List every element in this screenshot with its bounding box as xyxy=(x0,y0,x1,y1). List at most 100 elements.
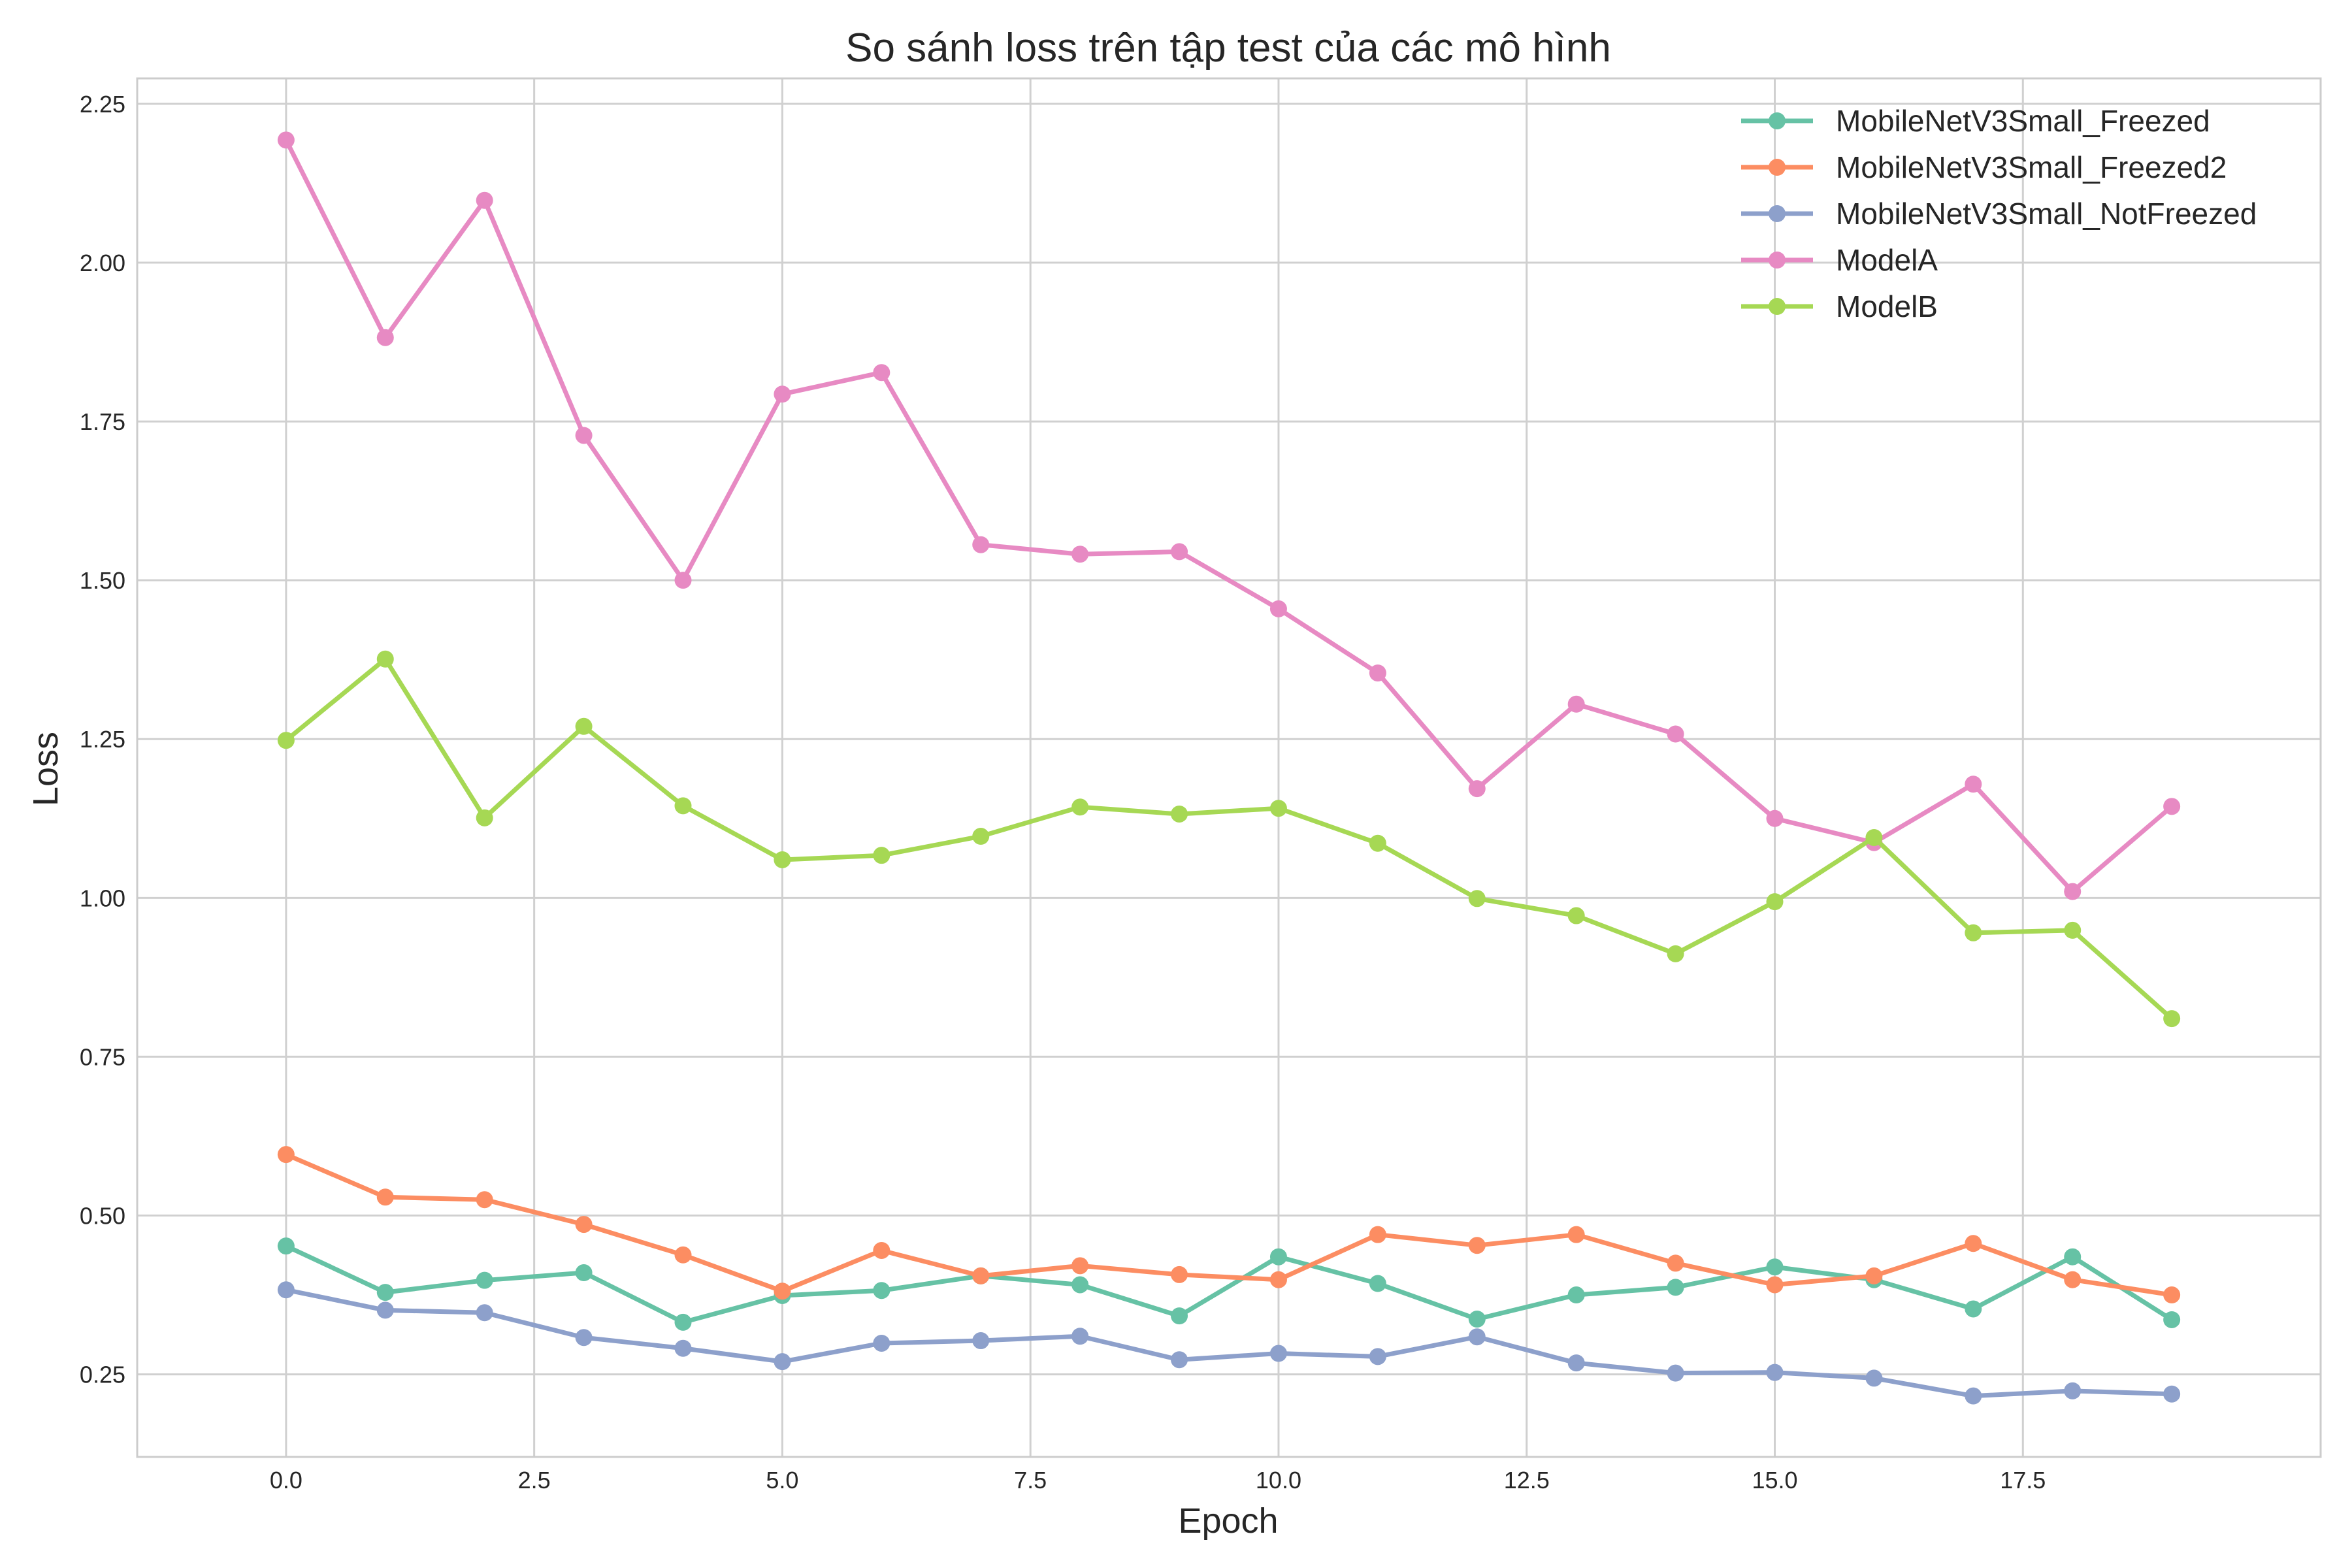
data-point xyxy=(873,847,890,864)
data-point xyxy=(1965,924,1982,941)
data-point xyxy=(1269,800,1287,817)
y-tick-label: 1.25 xyxy=(80,726,125,753)
data-point xyxy=(873,364,890,382)
data-point xyxy=(1171,1307,1188,1325)
data-point xyxy=(1269,1345,1287,1362)
series-MobileNetV3Small_Freezed2 xyxy=(277,1146,2181,1304)
legend-label: MobileNetV3Small_Freezed xyxy=(1836,104,2210,138)
y-tick-label: 0.50 xyxy=(80,1203,125,1230)
data-point xyxy=(1171,1351,1188,1369)
legend-swatch-marker xyxy=(1769,205,1786,222)
x-axis-label: Epoch xyxy=(1178,1501,1278,1541)
data-point xyxy=(2064,1382,2082,1399)
data-point xyxy=(1865,828,1883,846)
data-point xyxy=(575,1216,593,1233)
x-tick-label: 0.0 xyxy=(270,1467,302,1494)
series-ModelB xyxy=(277,650,2181,1028)
y-tick-label: 2.00 xyxy=(80,250,125,276)
data-point xyxy=(972,1332,990,1350)
data-point xyxy=(1667,1254,1684,1272)
data-point xyxy=(2064,1248,2082,1266)
data-point xyxy=(1567,1286,1585,1304)
legend-swatch-marker xyxy=(1769,252,1786,269)
data-point xyxy=(1171,805,1188,823)
data-point xyxy=(575,1264,593,1282)
data-point xyxy=(1468,1237,1486,1254)
legend-item: MobileNetV3Small_Freezed xyxy=(1741,104,2210,138)
data-point xyxy=(1071,1328,1089,1345)
data-point xyxy=(1667,945,1684,962)
data-point xyxy=(575,717,593,735)
data-point xyxy=(1071,1257,1089,1275)
data-point xyxy=(277,732,295,749)
data-point xyxy=(972,1267,990,1284)
data-point xyxy=(1865,1369,1883,1387)
data-point xyxy=(1071,798,1089,816)
legend-item: MobileNetV3Small_Freezed2 xyxy=(1741,150,2227,184)
data-point xyxy=(873,1334,890,1352)
data-point xyxy=(1269,1271,1287,1288)
data-point xyxy=(1667,725,1684,743)
data-point xyxy=(674,1246,692,1264)
series-MobileNetV3Small_Freezed xyxy=(277,1237,2181,1331)
legend-item: ModelA xyxy=(1741,243,1938,277)
data-point xyxy=(2163,1286,2181,1304)
data-point xyxy=(774,851,791,868)
data-point xyxy=(873,1282,890,1299)
data-point xyxy=(1269,1248,1287,1266)
data-point xyxy=(476,1271,493,1289)
x-tick-label: 5.0 xyxy=(766,1467,798,1494)
data-point xyxy=(1965,1300,1982,1318)
data-point xyxy=(674,572,692,589)
series-line xyxy=(285,1152,2172,1298)
data-point xyxy=(972,536,990,553)
data-point xyxy=(1567,1354,1585,1372)
series-line xyxy=(284,139,2174,894)
legend-label: ModelA xyxy=(1836,243,1938,277)
data-point xyxy=(1468,1311,1486,1328)
data-point xyxy=(774,385,791,403)
data-point xyxy=(1369,834,1386,852)
plot-frame xyxy=(136,77,2322,1458)
data-point xyxy=(1369,664,1386,682)
series-line xyxy=(284,657,2174,1021)
x-tick-label: 10.0 xyxy=(1256,1467,1301,1494)
y-tick-label: 1.75 xyxy=(80,408,125,435)
data-point xyxy=(476,1191,493,1209)
data-point xyxy=(376,650,394,668)
legend-swatch-marker xyxy=(1769,298,1786,315)
data-point xyxy=(774,1353,791,1371)
data-point xyxy=(1468,1328,1486,1346)
data-point xyxy=(674,1339,692,1357)
legend-label: ModelB xyxy=(1836,289,1938,323)
data-point xyxy=(1369,1348,1386,1365)
data-point xyxy=(1071,1276,1089,1294)
series-MobileNetV3Small_NotFreezed xyxy=(277,1281,2181,1405)
data-point xyxy=(1567,1226,1585,1243)
x-tick-label: 12.5 xyxy=(1504,1467,1550,1494)
data-point xyxy=(2163,798,2181,815)
data-point xyxy=(476,191,493,209)
data-point xyxy=(674,797,692,815)
y-tick-label: 2.25 xyxy=(80,91,125,118)
data-point xyxy=(1766,1276,1784,1294)
data-point xyxy=(2064,1271,2082,1288)
data-point xyxy=(277,1146,295,1164)
x-tick-label: 2.5 xyxy=(518,1467,551,1494)
data-point xyxy=(1766,893,1784,911)
data-point xyxy=(277,1281,295,1299)
data-point xyxy=(1667,1364,1684,1382)
data-point xyxy=(376,1301,394,1319)
data-point xyxy=(1766,809,1784,827)
data-point xyxy=(1865,1267,1883,1284)
y-tick-label: 0.75 xyxy=(80,1043,125,1070)
x-tick-label: 17.5 xyxy=(2000,1467,2046,1494)
x-tick-label: 15.0 xyxy=(1752,1467,1797,1494)
data-point xyxy=(2064,921,2082,939)
data-point xyxy=(376,1284,394,1301)
data-point xyxy=(1468,780,1486,798)
series-line xyxy=(286,1287,2172,1399)
legend-swatch-marker xyxy=(1769,159,1786,176)
data-point xyxy=(1269,600,1287,617)
